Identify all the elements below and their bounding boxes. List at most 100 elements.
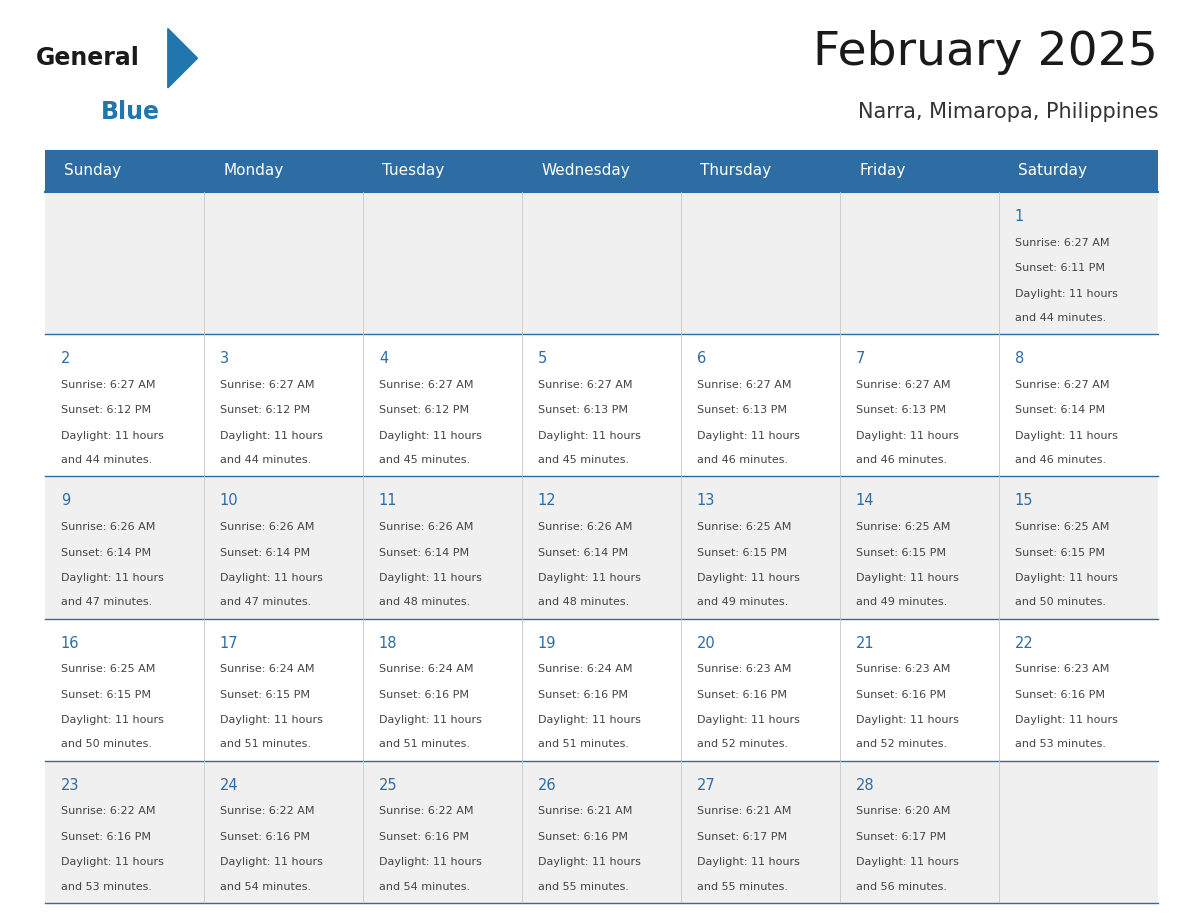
Text: 21: 21 [855,635,874,651]
Text: Sunday: Sunday [64,163,121,178]
Text: Daylight: 11 hours: Daylight: 11 hours [1015,431,1118,441]
Text: General: General [36,46,139,70]
Text: and 45 minutes.: and 45 minutes. [379,455,470,465]
Text: Sunset: 6:14 PM: Sunset: 6:14 PM [538,547,628,557]
Text: Daylight: 11 hours: Daylight: 11 hours [379,857,482,868]
Text: Daylight: 11 hours: Daylight: 11 hours [538,715,640,725]
Text: Sunrise: 6:25 AM: Sunrise: 6:25 AM [61,664,156,674]
Text: Daylight: 11 hours: Daylight: 11 hours [1015,288,1118,298]
Text: Monday: Monday [223,163,283,178]
Text: Sunset: 6:15 PM: Sunset: 6:15 PM [61,689,151,700]
Text: Sunset: 6:16 PM: Sunset: 6:16 PM [855,689,946,700]
Text: 24: 24 [220,778,239,793]
Text: and 47 minutes.: and 47 minutes. [220,598,311,608]
Text: Daylight: 11 hours: Daylight: 11 hours [379,431,482,441]
Text: Sunset: 6:15 PM: Sunset: 6:15 PM [855,547,946,557]
Text: Sunset: 6:15 PM: Sunset: 6:15 PM [697,547,786,557]
Text: Sunset: 6:11 PM: Sunset: 6:11 PM [1015,263,1105,273]
Text: 28: 28 [855,778,874,793]
Text: and 52 minutes.: and 52 minutes. [855,740,947,749]
Text: Sunrise: 6:26 AM: Sunrise: 6:26 AM [538,522,632,532]
Text: 10: 10 [220,494,239,509]
Text: 13: 13 [697,494,715,509]
Text: Sunrise: 6:21 AM: Sunrise: 6:21 AM [697,806,791,816]
Text: Daylight: 11 hours: Daylight: 11 hours [379,573,482,583]
Text: Daylight: 11 hours: Daylight: 11 hours [220,573,323,583]
Text: and 45 minutes.: and 45 minutes. [538,455,628,465]
Text: Sunrise: 6:22 AM: Sunrise: 6:22 AM [220,806,315,816]
Text: Sunrise: 6:24 AM: Sunrise: 6:24 AM [538,664,632,674]
Text: Sunset: 6:16 PM: Sunset: 6:16 PM [1015,689,1105,700]
Text: Daylight: 11 hours: Daylight: 11 hours [1015,715,1118,725]
Text: Sunset: 6:14 PM: Sunset: 6:14 PM [61,547,151,557]
Text: 3: 3 [220,352,229,366]
Text: and 51 minutes.: and 51 minutes. [379,740,470,749]
Text: and 50 minutes.: and 50 minutes. [1015,598,1106,608]
Text: Daylight: 11 hours: Daylight: 11 hours [379,715,482,725]
Text: Friday: Friday [859,163,905,178]
Text: Daylight: 11 hours: Daylight: 11 hours [855,573,959,583]
Text: Sunset: 6:13 PM: Sunset: 6:13 PM [538,406,628,415]
Text: Sunrise: 6:25 AM: Sunrise: 6:25 AM [697,522,791,532]
Text: Daylight: 11 hours: Daylight: 11 hours [538,857,640,868]
Text: and 55 minutes.: and 55 minutes. [697,881,788,891]
Text: Sunset: 6:15 PM: Sunset: 6:15 PM [1015,547,1105,557]
Text: 17: 17 [220,635,239,651]
Text: 11: 11 [379,494,398,509]
Text: Sunrise: 6:27 AM: Sunrise: 6:27 AM [61,380,156,390]
Text: Sunrise: 6:24 AM: Sunrise: 6:24 AM [220,664,315,674]
Text: Sunset: 6:16 PM: Sunset: 6:16 PM [379,689,469,700]
Text: 26: 26 [538,778,556,793]
Text: Daylight: 11 hours: Daylight: 11 hours [697,857,800,868]
Text: and 53 minutes.: and 53 minutes. [61,881,152,891]
Text: Daylight: 11 hours: Daylight: 11 hours [538,431,640,441]
Text: and 56 minutes.: and 56 minutes. [855,881,947,891]
Text: and 44 minutes.: and 44 minutes. [1015,313,1106,323]
Text: Sunrise: 6:27 AM: Sunrise: 6:27 AM [220,380,315,390]
Text: Wednesday: Wednesday [541,163,630,178]
Text: and 46 minutes.: and 46 minutes. [1015,455,1106,465]
Text: and 46 minutes.: and 46 minutes. [855,455,947,465]
Text: Sunrise: 6:27 AM: Sunrise: 6:27 AM [538,380,632,390]
Text: Sunrise: 6:22 AM: Sunrise: 6:22 AM [61,806,156,816]
Text: 5: 5 [538,352,548,366]
Text: 23: 23 [61,778,80,793]
Text: Daylight: 11 hours: Daylight: 11 hours [61,431,164,441]
Text: February 2025: February 2025 [813,30,1158,75]
Text: 4: 4 [379,352,388,366]
Text: and 48 minutes.: and 48 minutes. [538,598,630,608]
Text: Sunrise: 6:24 AM: Sunrise: 6:24 AM [379,664,473,674]
Text: and 55 minutes.: and 55 minutes. [538,881,628,891]
Text: Daylight: 11 hours: Daylight: 11 hours [697,431,800,441]
Text: and 44 minutes.: and 44 minutes. [220,455,311,465]
Text: Sunrise: 6:21 AM: Sunrise: 6:21 AM [538,806,632,816]
Text: Daylight: 11 hours: Daylight: 11 hours [61,857,164,868]
Text: Sunset: 6:12 PM: Sunset: 6:12 PM [220,406,310,415]
Text: 2: 2 [61,352,70,366]
Text: 12: 12 [538,494,556,509]
Text: 7: 7 [855,352,865,366]
Text: and 46 minutes.: and 46 minutes. [697,455,788,465]
Polygon shape [168,28,197,88]
Text: 19: 19 [538,635,556,651]
Text: Daylight: 11 hours: Daylight: 11 hours [220,431,323,441]
Text: 6: 6 [697,352,706,366]
Text: Sunset: 6:15 PM: Sunset: 6:15 PM [220,689,310,700]
Text: and 54 minutes.: and 54 minutes. [220,881,311,891]
Text: Narra, Mimaropa, Philippines: Narra, Mimaropa, Philippines [858,102,1158,122]
Text: Sunrise: 6:27 AM: Sunrise: 6:27 AM [1015,238,1110,248]
Text: and 47 minutes.: and 47 minutes. [61,598,152,608]
Text: Sunrise: 6:26 AM: Sunrise: 6:26 AM [61,522,156,532]
Text: Sunrise: 6:22 AM: Sunrise: 6:22 AM [379,806,473,816]
Text: Sunset: 6:16 PM: Sunset: 6:16 PM [379,832,469,842]
Text: and 51 minutes.: and 51 minutes. [538,740,628,749]
Text: Sunset: 6:16 PM: Sunset: 6:16 PM [538,832,628,842]
Text: and 49 minutes.: and 49 minutes. [855,598,947,608]
Text: 22: 22 [1015,635,1034,651]
Text: Sunrise: 6:27 AM: Sunrise: 6:27 AM [379,380,473,390]
Text: Sunrise: 6:23 AM: Sunrise: 6:23 AM [855,664,950,674]
Text: and 51 minutes.: and 51 minutes. [220,740,311,749]
Text: and 48 minutes.: and 48 minutes. [379,598,470,608]
Text: Sunset: 6:17 PM: Sunset: 6:17 PM [855,832,946,842]
Text: Blue: Blue [101,100,160,124]
